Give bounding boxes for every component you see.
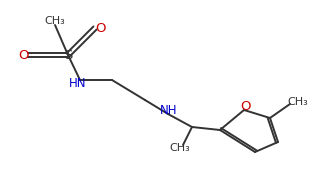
Text: CH₃: CH₃ bbox=[170, 143, 190, 153]
Text: S: S bbox=[64, 49, 72, 62]
Text: O: O bbox=[95, 21, 105, 35]
Text: HN: HN bbox=[69, 76, 87, 90]
Text: O: O bbox=[18, 49, 28, 62]
Text: CH₃: CH₃ bbox=[44, 16, 65, 26]
Text: NH: NH bbox=[160, 103, 178, 117]
Text: CH₃: CH₃ bbox=[288, 97, 308, 107]
Text: O: O bbox=[241, 100, 251, 112]
